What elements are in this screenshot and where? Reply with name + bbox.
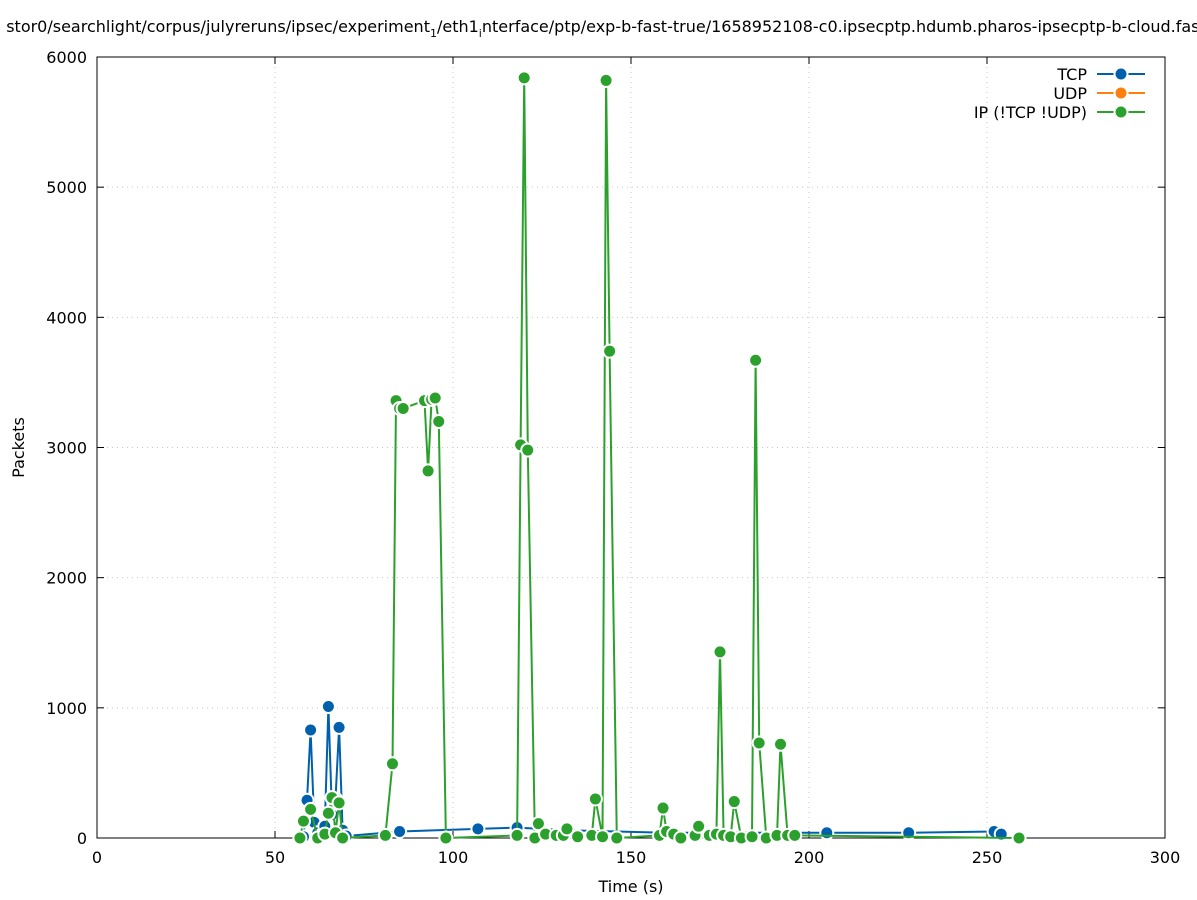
x-tick-label: 300 [1150,848,1181,867]
title-segment: nterface/ptp/exp-b-fast-true/1658952108-… [482,17,1197,36]
data-point [427,390,443,406]
data-point [438,830,454,844]
legend-item[interactable]: UDP [1053,84,1145,103]
data-point [292,830,308,844]
data-point [303,801,319,817]
y-axis-label: Packets [9,417,28,478]
data-point [384,756,400,772]
data-point [595,829,611,844]
title-segment: stor0/searchlight/corpus/julyreruns/ipse… [6,17,430,36]
series-0 [295,699,1009,844]
data-point [530,816,546,832]
data-point [295,813,311,829]
x-tick-label: 50 [265,848,285,867]
y-tick-label: 5000 [46,178,87,197]
y-tick-label: 4000 [46,308,87,327]
x-tick-label: 100 [438,848,469,867]
data-point [1011,830,1027,844]
data-point [748,352,764,368]
x-tick-label: 200 [794,848,825,867]
x-tick-label: 150 [616,848,647,867]
data-point [787,827,803,843]
data-point [602,343,618,359]
data-point [691,818,707,834]
title-subscript: 1 [430,27,437,40]
data-point [331,719,347,735]
legend-label: IP (!TCP !UDP) [974,103,1087,122]
data-point [470,821,486,837]
data-point [516,70,532,86]
series-line [302,705,1002,837]
data-point [509,827,525,843]
title-subscript: i [479,27,482,40]
y-tick-label: 6000 [46,48,87,67]
data-point [377,827,393,843]
legend-label: UDP [1053,84,1087,103]
data-point [331,795,347,811]
series-2 [292,70,1027,844]
x-tick-label: 250 [972,848,1003,867]
legend-item[interactable]: IP (!TCP !UDP) [974,103,1145,122]
data-point [819,825,835,841]
data-point [392,823,408,839]
legend-marker [1113,66,1129,82]
data-point [559,821,575,837]
data-point [609,830,625,844]
data-point [335,830,351,844]
legend-marker [1113,104,1129,120]
series-layer [292,70,1027,844]
title-segment: /eth1 [437,17,479,36]
data-point [744,829,760,844]
data-point [570,829,586,844]
legend-marker [1113,85,1129,101]
grid [97,57,1165,838]
data-point [598,72,614,88]
data-point [587,791,603,807]
data-point [712,644,728,660]
data-point [320,699,336,715]
legend-label: TCP [1056,65,1087,84]
data-point [773,736,789,752]
axis-ticks: 0 50 100 150 200 250 3000100020003000400050006… [46,48,1180,867]
y-tick-label: 3000 [46,439,87,458]
data-point [751,735,767,751]
series-line [298,76,1020,839]
x-axis-label: Time (s) [597,877,663,896]
data-point [655,800,671,816]
chart-title: stor0/searchlight/corpus/julyreruns/ipse… [6,17,1197,40]
y-tick-label: 0 [77,829,87,848]
y-tick-label: 1000 [46,699,87,718]
data-point [395,400,411,416]
data-point [673,830,689,844]
data-point [520,442,536,458]
legend-item[interactable]: TCP [1056,65,1145,84]
y-tick-label: 2000 [46,569,87,588]
data-point [303,722,319,738]
data-point [420,463,436,479]
data-point [320,805,336,821]
data-point [726,794,742,810]
data-point [431,413,447,429]
x-tick-label: 0 [92,848,102,867]
